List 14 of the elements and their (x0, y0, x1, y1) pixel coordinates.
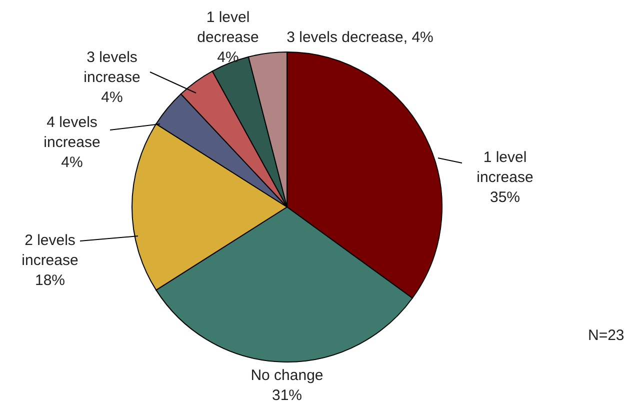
data-label: 4% (217, 49, 239, 66)
data-label: 31% (272, 387, 302, 402)
slice-label: 4 levels increase (44, 114, 100, 151)
slice-label: 2 levels increase (22, 232, 78, 269)
data-label: 4% (101, 89, 123, 106)
data-label: 35% (490, 189, 520, 206)
data-label: 4% (61, 154, 83, 171)
slice-label: 1 level decrease (197, 9, 259, 46)
slice-label: 3 levels increase (84, 49, 140, 86)
slice-label: No change (250, 367, 324, 384)
slice-label: 1 level increase (476, 149, 534, 186)
text: N=23 (588, 327, 624, 344)
slice-label: 3 levels decrease, 4% (286, 29, 434, 46)
data-label: 18% (34, 272, 66, 289)
